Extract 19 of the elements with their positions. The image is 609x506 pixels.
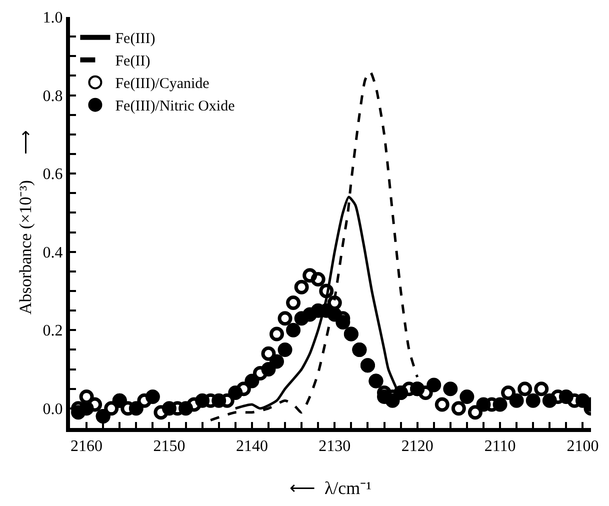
x-axis-title: ⟵ λ/cm⁻¹ — [289, 478, 372, 498]
legend-label: Fe(III)/Cyanide — [115, 76, 210, 92]
x-tick-label: 2100 — [566, 438, 599, 456]
y-tick-label: 0.0 — [42, 401, 63, 418]
y-tick-label: 1.0 — [42, 10, 63, 27]
x-tick-label: 2160 — [70, 438, 103, 456]
x-tick-label: 2130 — [318, 438, 351, 456]
y-tick-label: 0.4 — [42, 244, 63, 262]
y-tick-label: 0.8 — [42, 88, 63, 105]
legend-label: Fe(II) — [115, 54, 150, 70]
x-tick-label: 2120 — [401, 438, 434, 456]
x-tick-label: 2110 — [484, 438, 516, 456]
y-tick-label: 0.6 — [42, 166, 63, 184]
legend-label: Fe(III)/Nitric Oxide — [115, 98, 236, 115]
y-axis-title: Absorbance (×10⁻³) ⟶ — [16, 130, 35, 314]
x-tick-label: 2140 — [236, 438, 268, 456]
legend-label: Fe(III) — [115, 31, 156, 48]
x-tick-label: 2150 — [153, 438, 186, 456]
y-tick-label: 0.2 — [42, 322, 63, 340]
